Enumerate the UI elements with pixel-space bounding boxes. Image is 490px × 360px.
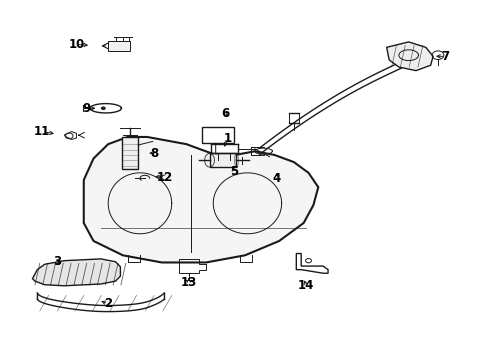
Polygon shape [387,42,433,71]
Text: 3: 3 [53,255,61,268]
Text: 4: 4 [272,172,281,185]
Text: 10: 10 [68,38,85,51]
Text: 5: 5 [230,165,238,177]
Circle shape [101,107,106,110]
Bar [108,41,130,51]
Text: 7: 7 [441,50,449,63]
Text: 2: 2 [104,297,112,310]
Text: 11: 11 [34,125,50,138]
Text: 12: 12 [156,171,172,184]
Text: 6: 6 [221,107,230,120]
Polygon shape [32,259,121,286]
Text: 1: 1 [224,132,232,145]
Bar [122,137,138,169]
Text: 14: 14 [298,279,314,292]
Bar [210,153,237,167]
Text: 8: 8 [150,147,159,159]
Text: 9: 9 [82,102,90,115]
Bar [202,127,234,143]
Text: 13: 13 [181,276,197,289]
Polygon shape [84,137,318,262]
